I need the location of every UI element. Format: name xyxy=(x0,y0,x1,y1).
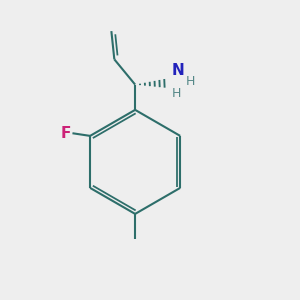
Text: N: N xyxy=(172,63,184,78)
Text: H: H xyxy=(186,75,195,88)
Text: F: F xyxy=(61,126,71,141)
Text: H: H xyxy=(172,87,181,100)
